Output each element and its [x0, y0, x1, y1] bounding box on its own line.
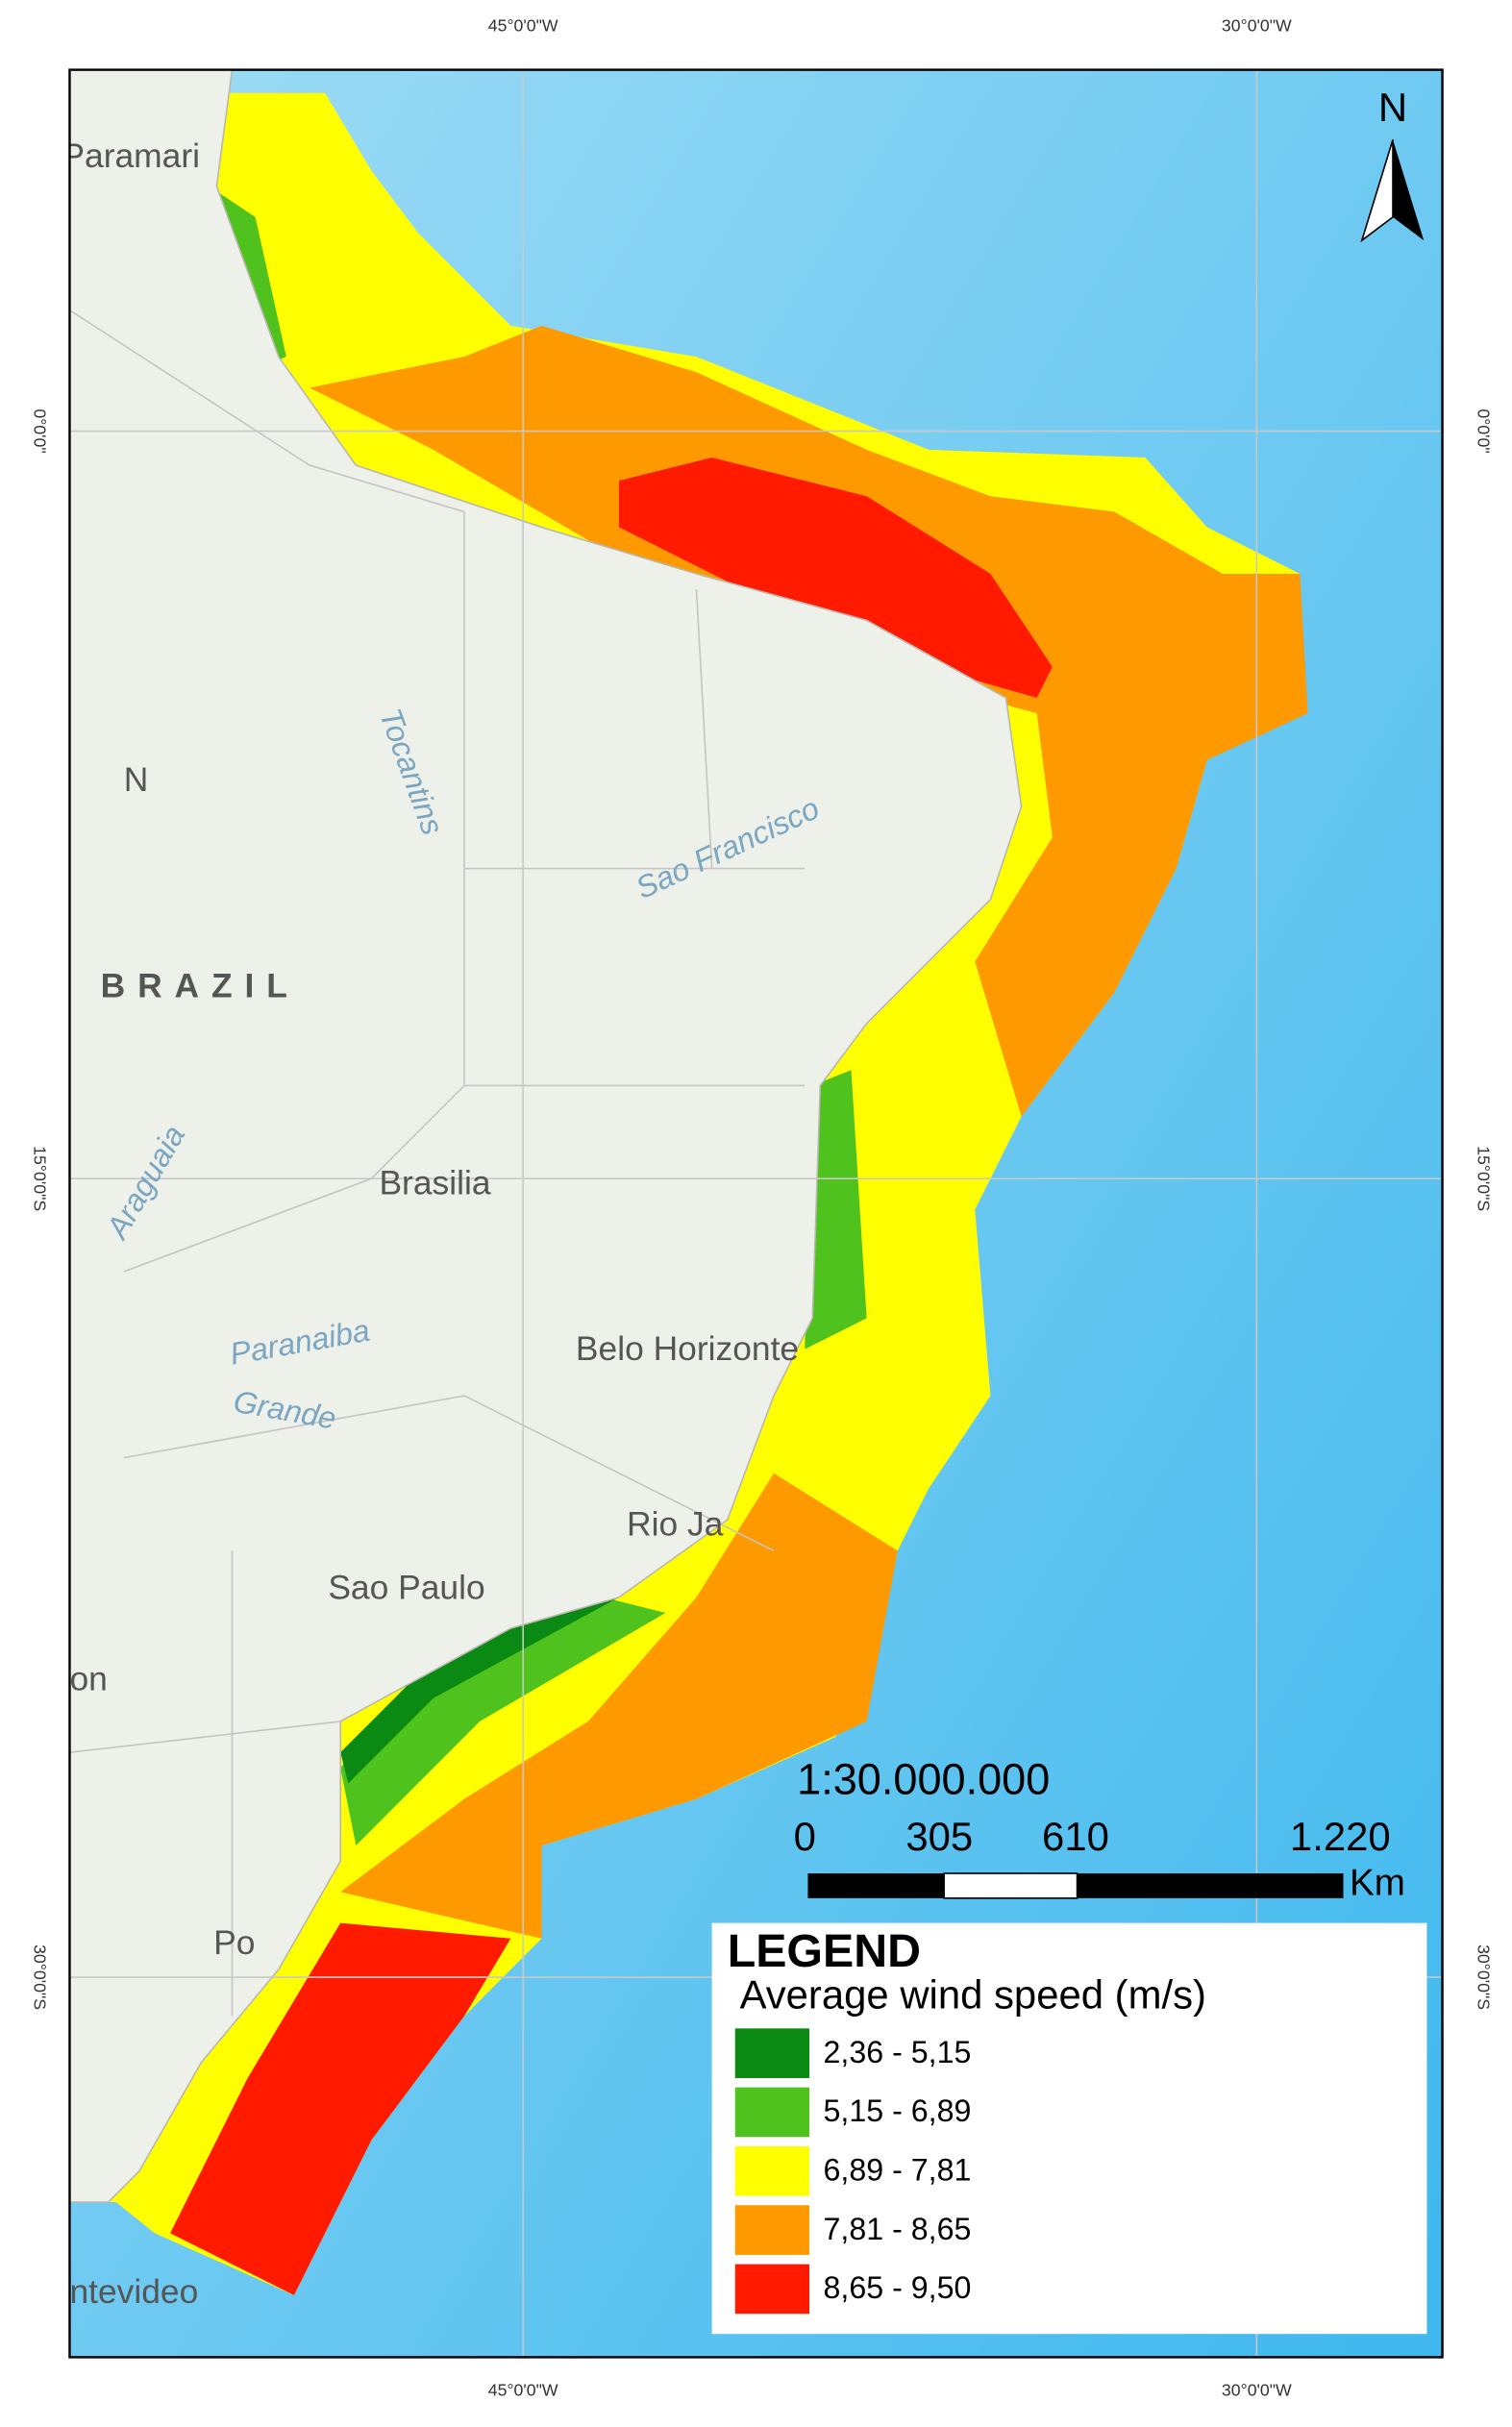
place-label: on [69, 1660, 107, 1698]
legend-swatch [734, 2205, 810, 2255]
zone-orange-south [340, 1473, 898, 1939]
graticule-label: 30°0'0"W [1222, 2381, 1292, 2400]
scale-label: 0 [794, 1814, 816, 1859]
north-label: N [1378, 85, 1407, 130]
zone-orange-north [310, 325, 1308, 1117]
place-label: Paramari [62, 136, 200, 175]
scale-label: 305 [905, 1814, 973, 1859]
zone-green-east [805, 1070, 867, 1350]
scale-ratio: 1:30.000.000 [797, 1755, 1050, 1804]
place-label: Rio Ja [627, 1504, 724, 1543]
legend-label: 7,81 - 8,65 [824, 2212, 972, 2246]
place-label: Belo Horizonte [576, 1329, 799, 1368]
legend-label: 2,36 - 5,15 [824, 2035, 972, 2069]
graticule-label: 0°0'0" [30, 409, 49, 453]
place-label: ntevideo [69, 2272, 198, 2311]
graticule-label: 15°0'0"S [30, 1146, 49, 1211]
graticule-labels: 45°0'0"W 45°0'0"W 30°0'0"W 30°0'0"W 0°0'0" 0°… [30, 15, 1493, 2399]
graticule-label: 30°0'0"W [1222, 15, 1292, 35]
place-label: Po [213, 1923, 255, 1962]
scale-segment [1077, 1873, 1344, 1898]
zone-red-north [619, 457, 1053, 699]
map-frame [68, 68, 1444, 2359]
legend-box [711, 1922, 1427, 2335]
scale-label: 1.220 [1290, 1814, 1391, 1859]
land [69, 69, 1023, 2203]
legend-title: LEGEND [728, 1925, 921, 1977]
scale-label: 610 [1042, 1814, 1109, 1859]
scale-segment [807, 1873, 945, 1898]
scale-bar: 1:30.000.000 0 305 610 1.220 Km [794, 1755, 1405, 1904]
legend-swatch [734, 2028, 810, 2078]
zone-green-dark [340, 1589, 620, 1784]
graticule-label: 15°0'0"S [1475, 1146, 1494, 1211]
graticule-label: 45°0'0"W [488, 15, 558, 35]
legend-label: 5,15 - 6,89 [824, 2093, 972, 2128]
borders [69, 310, 806, 2017]
legend-swatch [734, 2087, 810, 2138]
border-lines [69, 310, 806, 2017]
graticule-label: 30°0'0"S [30, 1944, 49, 2010]
north-arrow: N [1360, 85, 1425, 243]
legend-swatch [734, 2145, 810, 2196]
graticule-label: 30°0'0"S [1475, 1944, 1494, 2010]
legend-subtitle: Average wind speed (m/s) [740, 1971, 1206, 2017]
graticule-label: 0°0'0" [1475, 409, 1494, 453]
scale-unit: Km [1350, 1863, 1405, 1904]
scale-segment [943, 1872, 1078, 1899]
zone-green-southeast [340, 1597, 666, 1845]
legend: LEGEND Average wind speed (m/s) 2,36 - 5… [711, 1922, 1427, 2335]
legend-label: 8,65 - 9,50 [824, 2270, 972, 2305]
north-arrow-right [1393, 139, 1425, 241]
legend-label: 6,89 - 7,81 [824, 2152, 972, 2187]
place-label: N [124, 760, 149, 799]
legend-swatch [734, 2264, 810, 2315]
place-label: Sao Paulo [328, 1568, 484, 1606]
graticule-label: 45°0'0"W [488, 2381, 558, 2400]
place-label: BRAZIL [101, 966, 300, 1004]
zone-red-south [170, 1922, 511, 2295]
place-label: Brasilia [379, 1163, 490, 1201]
